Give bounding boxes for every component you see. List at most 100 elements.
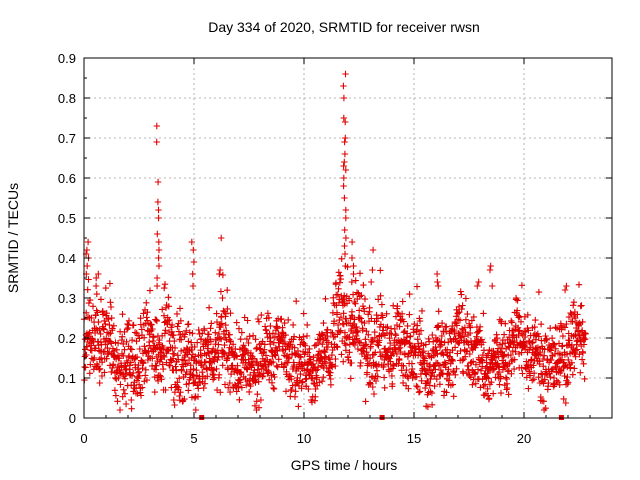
data-point — [122, 400, 130, 408]
data-point — [105, 315, 112, 323]
data-point — [504, 368, 511, 375]
data-point — [130, 369, 137, 377]
data-point — [219, 362, 226, 369]
data-point — [575, 332, 583, 340]
data-point — [271, 373, 278, 381]
data-point — [372, 377, 380, 385]
data-point — [475, 278, 482, 286]
data-point — [112, 392, 120, 399]
data-point — [404, 330, 411, 337]
data-point — [458, 291, 465, 298]
data-point — [555, 340, 563, 347]
data-point — [346, 349, 353, 356]
data-point — [309, 360, 317, 368]
data-point — [369, 383, 376, 391]
data-point — [246, 388, 253, 396]
data-point — [98, 354, 105, 362]
data-point — [413, 283, 421, 290]
data-point — [136, 345, 143, 353]
data-point — [348, 278, 355, 286]
data-point — [216, 270, 223, 278]
data-point — [580, 360, 587, 367]
data-point — [242, 359, 249, 366]
data-point — [558, 367, 565, 375]
data-point — [472, 361, 480, 368]
data-point — [259, 373, 267, 380]
data-point — [170, 396, 177, 404]
data-point — [165, 294, 172, 301]
data-point — [452, 371, 459, 378]
data-point — [421, 355, 429, 362]
data-point — [190, 365, 197, 373]
data-point — [507, 351, 515, 359]
data-point — [340, 82, 347, 90]
data-point — [274, 363, 281, 371]
data-point — [188, 394, 196, 401]
data-point — [341, 158, 348, 166]
data-point — [329, 329, 336, 337]
data-point — [106, 321, 113, 329]
data-point — [300, 333, 307, 340]
data-point — [229, 341, 237, 348]
data-point — [93, 290, 100, 298]
data-point — [362, 355, 370, 362]
data-point — [496, 381, 503, 388]
data-point — [100, 326, 108, 333]
data-point — [279, 324, 286, 331]
data-point — [353, 289, 361, 296]
data-point — [89, 303, 97, 310]
data-point — [284, 359, 292, 366]
data-point — [348, 359, 355, 367]
data-point — [173, 367, 180, 374]
data-point — [425, 335, 432, 343]
data-point — [297, 354, 305, 361]
data-point — [189, 282, 197, 290]
data-point — [418, 377, 425, 384]
data-point — [135, 368, 143, 375]
data-point — [278, 315, 285, 323]
data-point — [463, 347, 471, 355]
data-point — [110, 322, 117, 329]
data-point — [451, 328, 458, 336]
data-point — [377, 292, 384, 299]
data-point — [416, 331, 423, 338]
data-point — [125, 352, 133, 360]
data-point — [445, 377, 453, 384]
data-point — [288, 375, 295, 383]
data-point — [408, 360, 416, 367]
y-tick-label: 0 — [69, 411, 76, 426]
data-point — [217, 389, 224, 396]
data-point — [406, 340, 414, 347]
data-point — [532, 336, 540, 343]
data-point — [196, 330, 203, 338]
data-point — [143, 299, 150, 306]
data-point — [212, 329, 219, 336]
data-point — [137, 315, 144, 322]
data-point — [281, 319, 288, 327]
data-point — [116, 355, 123, 362]
data-point — [324, 333, 331, 340]
data-point — [465, 366, 472, 373]
data-point — [224, 305, 231, 313]
data-point — [310, 354, 317, 361]
data-point — [359, 327, 366, 334]
data-point — [552, 345, 559, 352]
data-point — [214, 356, 221, 364]
data-point — [178, 367, 185, 374]
data-point — [340, 321, 347, 328]
data-point — [396, 323, 403, 330]
y-tick-label: 0.6 — [58, 171, 76, 186]
data-point — [355, 338, 362, 345]
data-point — [342, 70, 349, 78]
data-point — [338, 351, 345, 358]
data-point — [321, 349, 329, 356]
data-point — [572, 314, 579, 322]
data-point — [176, 305, 184, 312]
data-point — [233, 319, 240, 326]
data-point — [385, 346, 392, 353]
data-point — [422, 341, 429, 348]
data-point — [119, 333, 126, 340]
data-point — [470, 313, 477, 321]
data-point — [265, 314, 273, 321]
data-point — [378, 301, 386, 308]
